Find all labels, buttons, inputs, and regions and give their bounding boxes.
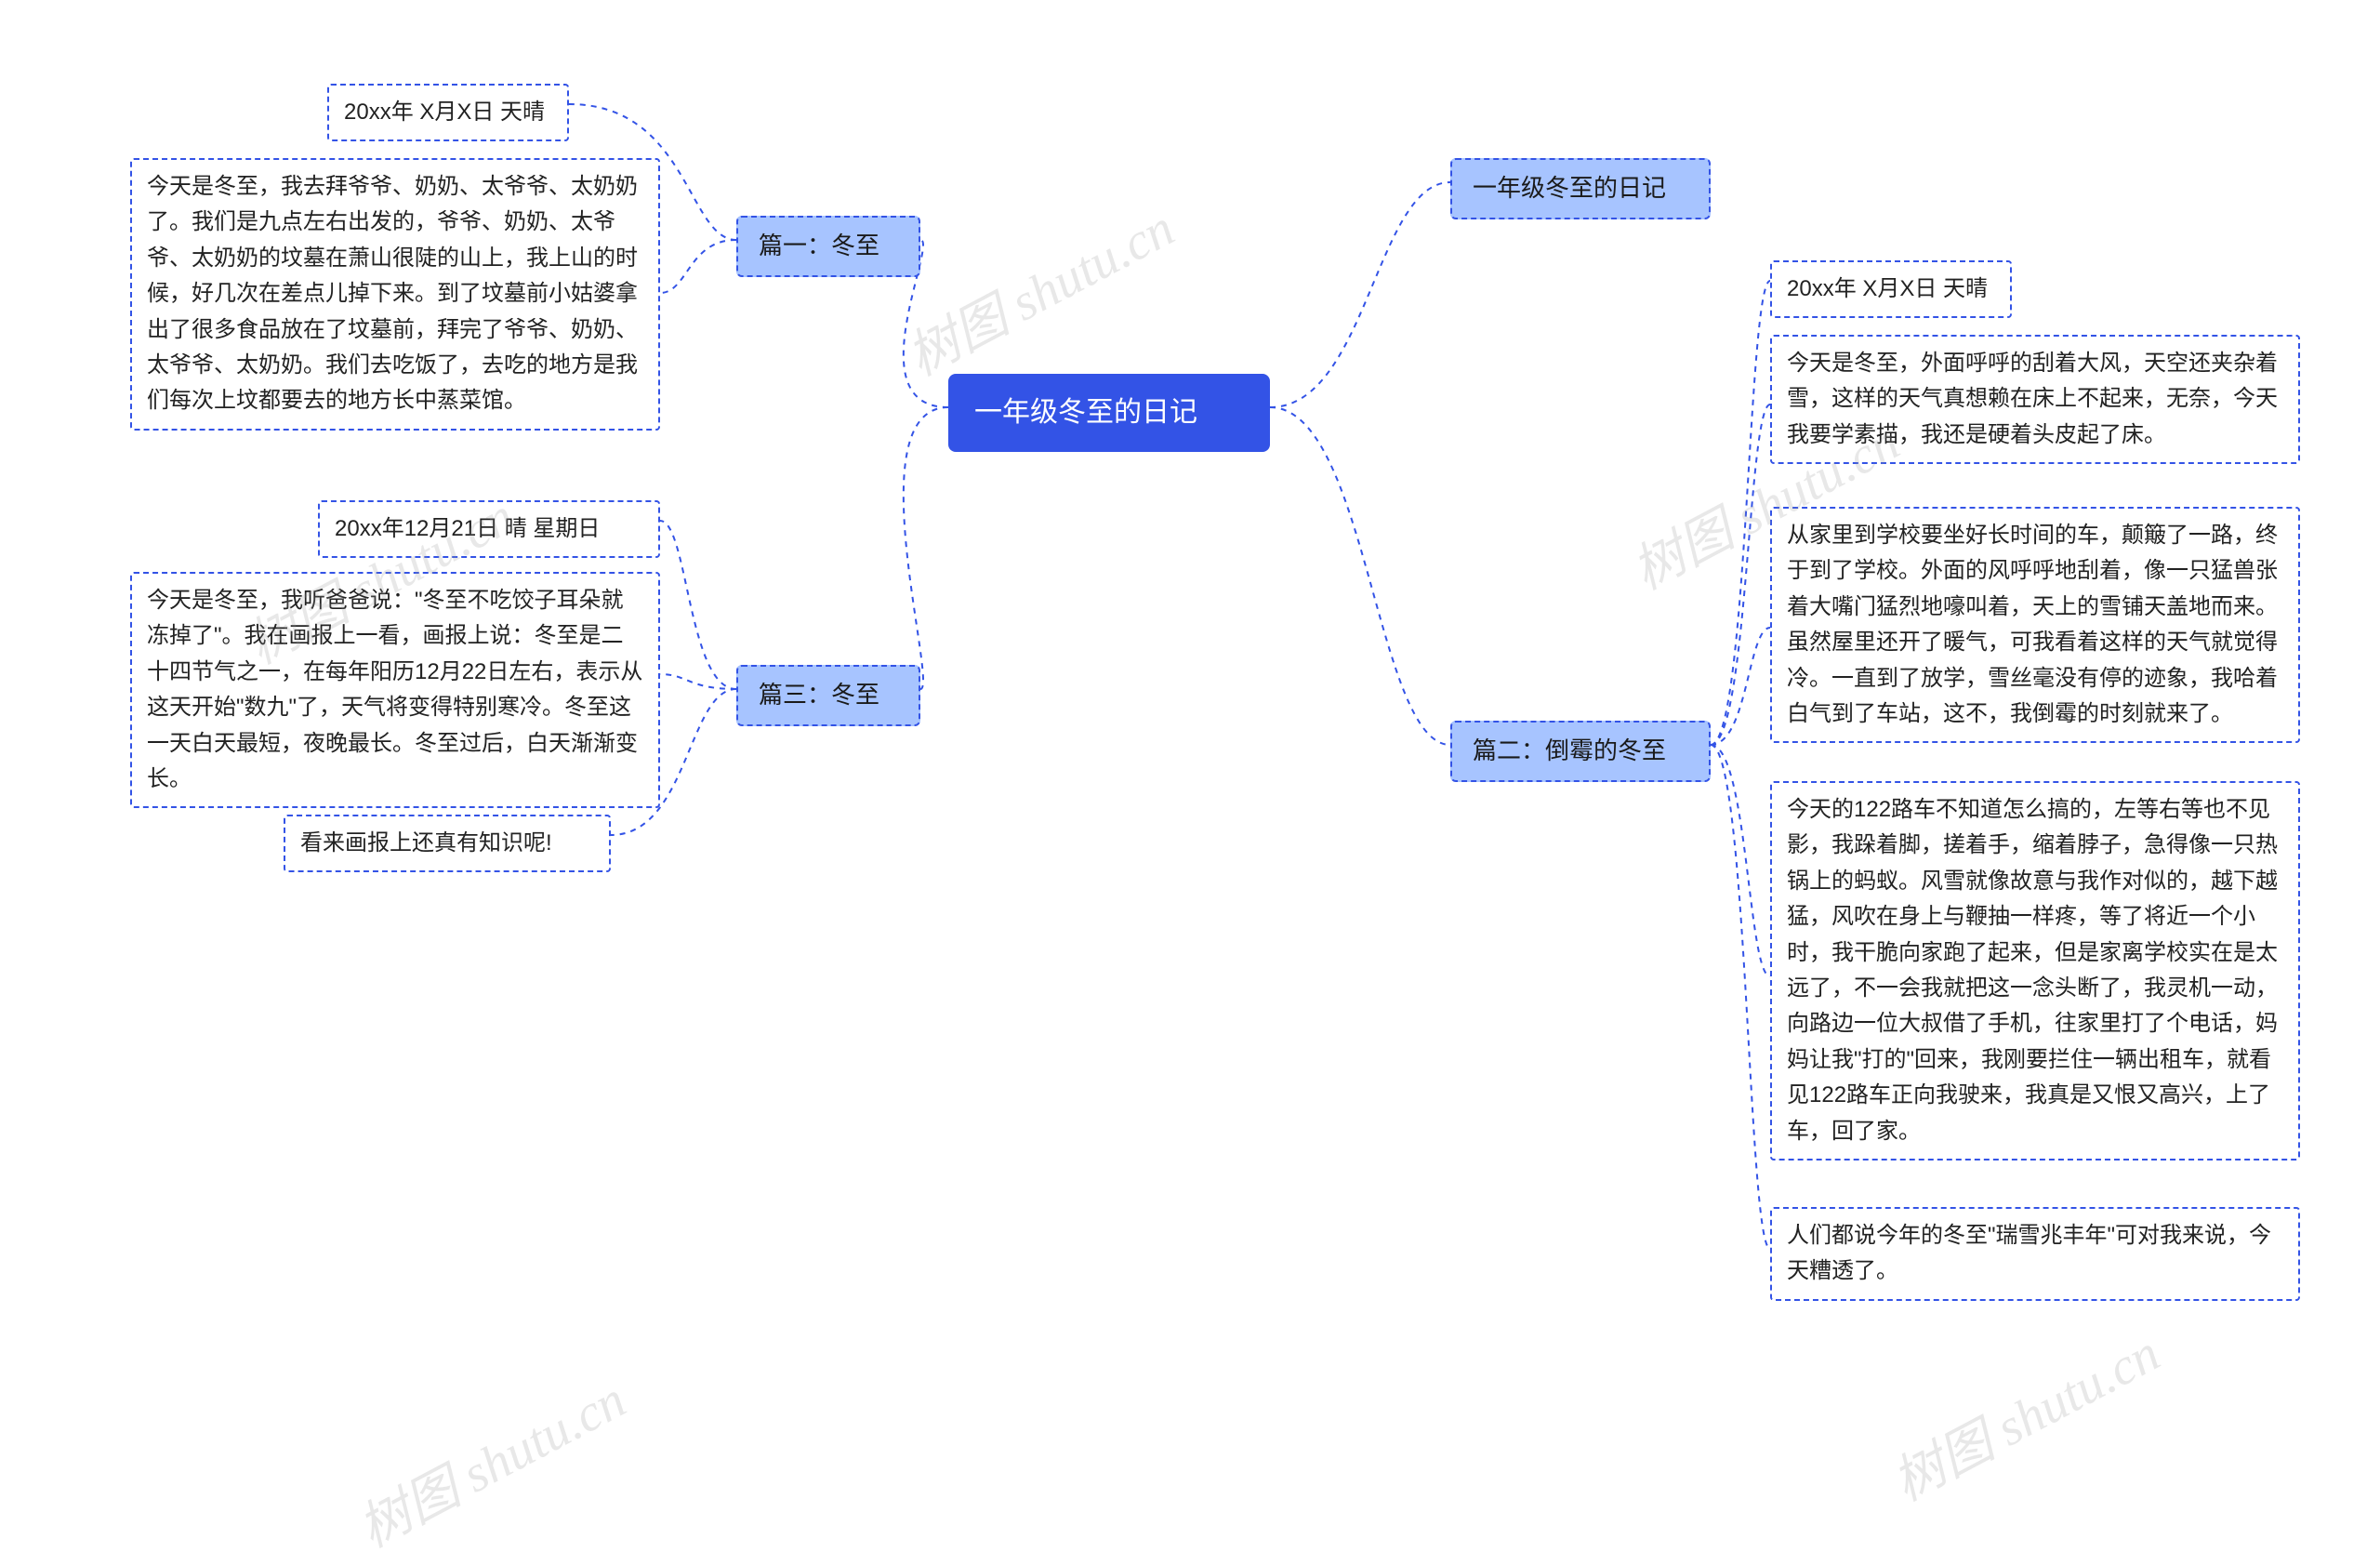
leaf-part2-c: 从家里到学校要坐好长时间的车，颠簸了一路，终于到了学校。外面的风呼呼地刮着，像一… [1770, 507, 2300, 743]
leaf-part2-date: 20xx年 X月X日 天晴 [1770, 260, 2012, 318]
watermark: 树图 shutu.cn [892, 187, 1184, 391]
branch-right-title[interactable]: 一年级冬至的日记 [1450, 158, 1711, 219]
branch-part2[interactable]: 篇二：倒霉的冬至 [1450, 721, 1711, 782]
leaf-part3-footer: 看来画报上还真有知识呢! [284, 815, 611, 872]
watermark: 树图 shutu.cn [1877, 1312, 2170, 1516]
leaf-part3-date: 20xx年12月21日 晴 星期日 [318, 500, 660, 558]
leaf-part1-body: 今天是冬至，我去拜爷爷、奶奶、太爷爷、太奶奶了。我们是九点左右出发的，爷爷、奶奶… [130, 158, 660, 431]
leaf-part1-date: 20xx年 X月X日 天晴 [327, 84, 569, 141]
mindmap-canvas: 一年级冬至的日记 一年级冬至的日记 篇一：冬至 20xx年 X月X日 天晴 今天… [0, 0, 2380, 1565]
branch-part3[interactable]: 篇三：冬至 [736, 665, 920, 726]
leaf-part2-d: 今天的122路车不知道怎么搞的，左等右等也不见影，我跺着脚，搓着手，缩着脖子，急… [1770, 781, 2300, 1160]
watermark: 树图 shutu.cn [343, 1359, 636, 1562]
leaf-part2-b: 今天是冬至，外面呼呼的刮着大风，天空还夹杂着雪，这样的天气真想赖在床上不起来，无… [1770, 335, 2300, 464]
leaf-part3-body: 今天是冬至，我听爸爸说："冬至不吃饺子耳朵就冻掉了"。我在画报上一看，画报上说：… [130, 572, 660, 808]
leaf-part2-e: 人们都说今年的冬至"瑞雪兆丰年"可对我来说，今天糟透了。 [1770, 1207, 2300, 1301]
root-node[interactable]: 一年级冬至的日记 [948, 374, 1270, 452]
branch-part1[interactable]: 篇一：冬至 [736, 216, 920, 277]
